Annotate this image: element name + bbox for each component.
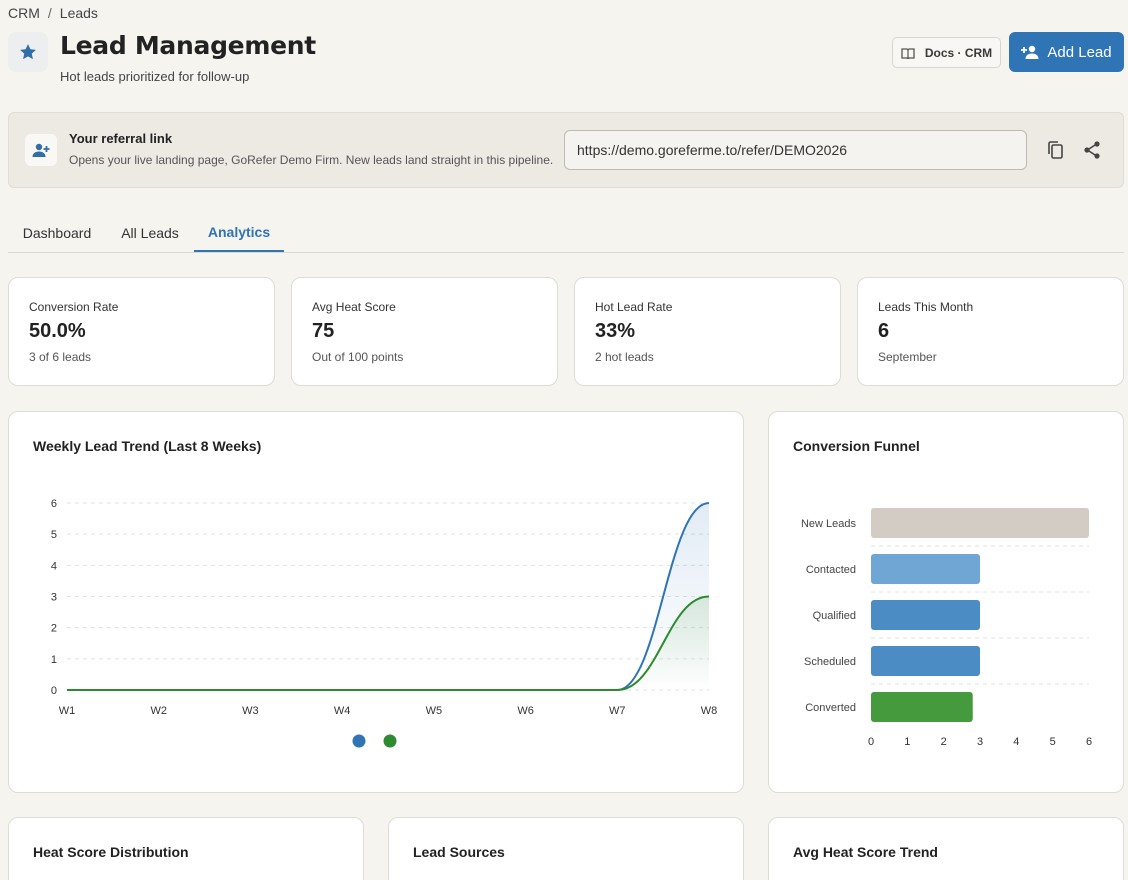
stat-sub: 2 hot leads bbox=[595, 350, 654, 364]
referral-url-field[interactable] bbox=[564, 130, 1027, 170]
x-tick-label: W4 bbox=[334, 705, 351, 717]
x-tick-label: W8 bbox=[701, 705, 718, 717]
x-tick-label: 3 bbox=[977, 736, 983, 748]
stat-sub: September bbox=[878, 350, 937, 364]
series-area bbox=[67, 503, 709, 690]
book-icon bbox=[901, 47, 915, 59]
lead-sources-panel: Lead Sources bbox=[388, 817, 744, 880]
x-tick-label: W1 bbox=[59, 705, 76, 717]
star-icon bbox=[8, 32, 48, 72]
heat-distribution-title: Heat Score Distribution bbox=[33, 844, 189, 860]
lead-sources-title: Lead Sources bbox=[413, 844, 505, 860]
x-tick-label: W2 bbox=[150, 705, 167, 717]
series-area bbox=[67, 596, 709, 690]
x-tick-label: W5 bbox=[426, 705, 443, 717]
y-tick-label: 1 bbox=[51, 654, 57, 666]
referral-banner: Your referral link Opens your live landi… bbox=[8, 112, 1124, 188]
weekly-trend-title: Weekly Lead Trend (Last 8 Weeks) bbox=[33, 438, 262, 454]
stat-label: Conversion Rate bbox=[29, 300, 119, 314]
stat-card-leads-this-month: Leads This Month 6 September bbox=[857, 277, 1124, 386]
category-label: Contacted bbox=[806, 564, 856, 576]
docs-button-label: Docs · CRM bbox=[924, 45, 993, 60]
y-tick-label: 4 bbox=[51, 560, 57, 572]
funnel-bar bbox=[871, 600, 980, 630]
tab-analytics[interactable]: Analytics bbox=[194, 214, 284, 252]
conversion-funnel-title: Conversion Funnel bbox=[793, 438, 920, 454]
category-label: New Leads bbox=[801, 518, 857, 530]
conversion-funnel-panel: Conversion Funnel 0 1 2 3 4 5 6 New Leads Contac… bbox=[768, 411, 1124, 793]
funnel-bar bbox=[871, 646, 980, 676]
avg-heat-trend-title: Avg Heat Score Trend bbox=[793, 844, 938, 860]
stat-value: 33% bbox=[595, 320, 636, 342]
x-tick-label: W3 bbox=[242, 705, 259, 717]
share-icon[interactable] bbox=[1081, 139, 1103, 161]
category-label: Qualified bbox=[813, 610, 856, 622]
page-subtitle: Hot leads prioritized for follow-up bbox=[60, 69, 250, 84]
page-title: Lead Management bbox=[60, 31, 316, 60]
stat-value: 75 bbox=[312, 320, 335, 342]
referral-description: Opens your live landing page, GoRefer De… bbox=[69, 153, 554, 167]
avg-heat-trend-panel: Avg Heat Score Trend bbox=[768, 817, 1124, 880]
legend-marker bbox=[383, 734, 397, 748]
category-label: Converted bbox=[805, 702, 856, 714]
stat-card-conversion-rate: Conversion Rate 50.0% 3 of 6 leads bbox=[8, 277, 275, 386]
weekly-trend-panel: Weekly Lead Trend (Last 8 Weeks) 0 1 2 3 4 5 6… bbox=[8, 411, 744, 793]
stat-value: 6 bbox=[878, 320, 890, 342]
add-person-icon bbox=[1021, 45, 1039, 59]
x-tick-label: 4 bbox=[1013, 736, 1019, 748]
stat-value: 50.0% bbox=[29, 320, 86, 342]
funnel-bar bbox=[871, 692, 973, 722]
stat-label: Avg Heat Score bbox=[312, 300, 396, 314]
referral-user-icon bbox=[25, 134, 57, 166]
funnel-bar bbox=[871, 508, 1089, 538]
docs-button[interactable]: Docs · CRM bbox=[892, 37, 1001, 68]
x-tick-label: 0 bbox=[868, 736, 874, 748]
x-tick-label: 1 bbox=[904, 736, 910, 748]
stat-label: Hot Lead Rate bbox=[595, 300, 673, 314]
tab-dashboard[interactable]: Dashboard bbox=[22, 225, 92, 241]
category-label: Scheduled bbox=[804, 656, 856, 668]
x-tick-label: W7 bbox=[609, 705, 626, 717]
tab-bar: Dashboard All Leads Analytics bbox=[8, 214, 1124, 253]
tab-all-leads[interactable]: All Leads bbox=[121, 225, 179, 241]
add-lead-button[interactable]: Add Lead bbox=[1009, 32, 1124, 72]
stat-sub: Out of 100 points bbox=[312, 350, 404, 364]
x-tick-label: 6 bbox=[1086, 736, 1092, 748]
y-tick-label: 2 bbox=[51, 623, 57, 635]
stat-card-avg-heat-score: Avg Heat Score 75 Out of 100 points bbox=[291, 277, 558, 386]
weekly-trend-chart: 0 1 2 3 4 5 6 W1 W2 W3 W4 W5 W6 W7 W8 bbox=[51, 498, 718, 748]
breadcrumb-root[interactable]: CRM bbox=[8, 5, 40, 21]
legend-marker bbox=[352, 734, 366, 748]
y-tick-label: 6 bbox=[51, 498, 57, 510]
heat-distribution-panel: Heat Score Distribution bbox=[8, 817, 364, 880]
copy-icon[interactable] bbox=[1045, 139, 1067, 161]
breadcrumb-separator: / bbox=[47, 5, 52, 21]
y-tick-label: 3 bbox=[51, 592, 57, 604]
y-tick-label: 0 bbox=[51, 685, 57, 697]
funnel-bar bbox=[871, 554, 980, 584]
add-lead-label: Add Lead bbox=[1047, 43, 1112, 61]
stat-card-hot-lead-rate: Hot Lead Rate 33% 2 hot leads bbox=[574, 277, 841, 386]
stat-label: Leads This Month bbox=[878, 300, 974, 314]
y-tick-label: 5 bbox=[51, 529, 57, 541]
conversion-funnel-chart: 0 1 2 3 4 5 6 New Leads Contacted Qualified Schedu… bbox=[801, 508, 1092, 748]
referral-title: Your referral link bbox=[69, 131, 173, 146]
breadcrumb: CRM / Leads bbox=[8, 5, 98, 21]
series-line bbox=[67, 595, 710, 691]
x-tick-label: 2 bbox=[941, 736, 947, 748]
x-tick-label: W6 bbox=[517, 705, 534, 717]
breadcrumb-current: Leads bbox=[59, 5, 98, 21]
stat-sub: 3 of 6 leads bbox=[29, 350, 92, 364]
x-tick-label: 5 bbox=[1050, 736, 1056, 748]
